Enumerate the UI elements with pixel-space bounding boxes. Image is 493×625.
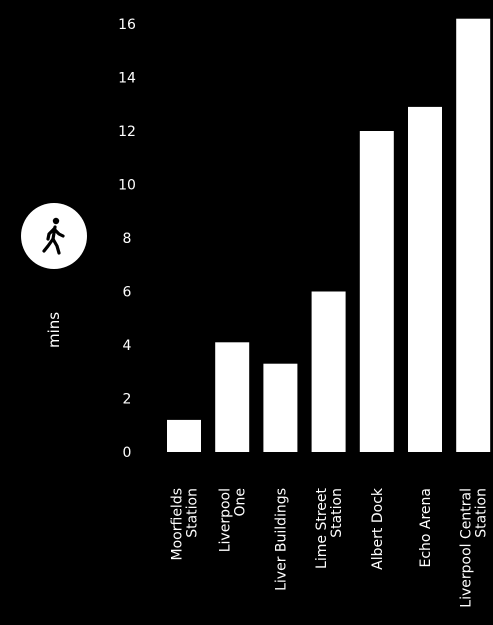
category-label-line: Albert Dock	[370, 487, 386, 570]
category-label-line: Liverpool Central	[459, 488, 475, 608]
y-tick-label-2: 2	[123, 392, 132, 408]
bar-1	[215, 342, 250, 452]
category-label-line: Liverpool	[218, 488, 234, 552]
y-tick-label-6: 6	[123, 285, 132, 301]
walking-arm-back	[46, 227, 56, 241]
walking-leg-back	[42, 237, 55, 253]
y-tick-label-10: 10	[118, 178, 136, 194]
y-tick-label-12: 12	[118, 124, 136, 140]
y-tick-label-8: 8	[123, 231, 132, 247]
category-labels: Moorfields Station Liverpool One Liver Build…	[170, 487, 490, 608]
category-label-6: Liverpool Central Station	[459, 488, 490, 608]
bar-6	[456, 18, 491, 452]
walking-arm-front	[52, 227, 65, 238]
category-label-line: Station	[185, 488, 201, 538]
category-label-2: Liver Buildings	[273, 488, 289, 591]
walking-figure	[42, 217, 65, 255]
bars	[167, 18, 491, 453]
category-label-line: Station	[474, 488, 490, 538]
bar-3	[311, 291, 346, 452]
y-tick-label-4: 4	[123, 338, 132, 354]
y-tick-label-0: 0	[123, 445, 132, 461]
bar-4	[359, 131, 394, 452]
bar-2	[263, 363, 298, 452]
walking-leg-front	[51, 237, 61, 255]
category-label-line: Lime Street	[314, 487, 330, 568]
y-tick-label-16: 16	[118, 17, 136, 33]
category-label-1: Liverpool One	[218, 488, 249, 552]
y-axis-ticks: 0 2 4 6 8 10 12 14 16	[118, 17, 136, 461]
category-label-line: One	[233, 488, 249, 517]
walking-head	[52, 217, 60, 225]
y-axis-label: mins	[45, 312, 63, 348]
category-label-line: Liver Buildings	[273, 488, 289, 591]
category-label-line: Moorfields	[170, 488, 186, 560]
category-label-0: Moorfields Station	[170, 488, 201, 560]
category-label-4: Albert Dock	[370, 487, 386, 570]
walking-person-icon	[21, 203, 87, 269]
category-label-3: Lime Street Station	[314, 487, 345, 568]
bar-0	[167, 419, 201, 452]
category-label-line: Echo Arena	[418, 488, 434, 568]
y-axis-label-group: mins	[21, 203, 87, 348]
category-label-5: Echo Arena	[418, 488, 434, 568]
y-tick-label-14: 14	[118, 71, 136, 87]
category-label-line: Station	[329, 488, 345, 538]
bar-5	[408, 106, 442, 453]
